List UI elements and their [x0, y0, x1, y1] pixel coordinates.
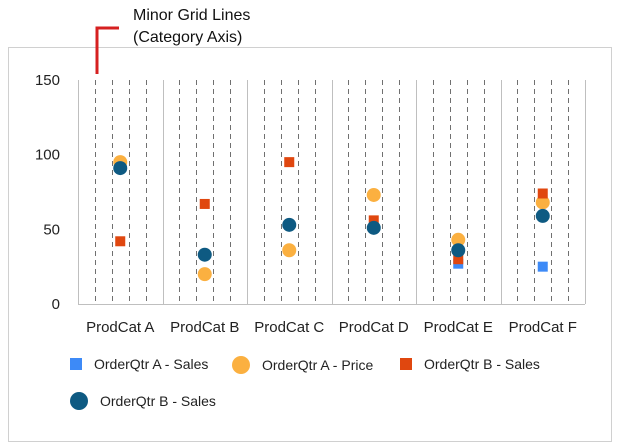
annotation-line-1: Minor Grid Lines — [133, 7, 251, 24]
data-point-series-4 — [535, 208, 550, 223]
legend-item: OrderQtr B - Sales — [70, 392, 216, 410]
data-point-series-4 — [197, 247, 212, 262]
legend-label: OrderQtr A - Sales — [94, 356, 209, 372]
marks-layer — [113, 155, 550, 282]
axis-layer: 0 50 100 150 ProdCat A ProdCat B ProdCat C Prod… — [35, 72, 586, 336]
y-tick-label: 0 — [52, 296, 60, 313]
legend-label: OrderQtr B - Sales — [100, 393, 216, 409]
data-point-series-3 — [199, 198, 210, 209]
annotation-text: Minor Grid Lines (Category Axis) — [133, 5, 250, 49]
data-point-series-4 — [451, 243, 466, 258]
data-point-series-3 — [537, 188, 548, 199]
x-tick-label: ProdCat D — [339, 319, 409, 336]
x-tick-label: ProdCat C — [254, 319, 324, 336]
x-tick-label: ProdCat A — [86, 319, 154, 336]
x-tick-label: ProdCat F — [509, 319, 577, 336]
data-point-series-3 — [368, 215, 379, 226]
data-point-series-2 — [366, 187, 381, 202]
data-point-series-3 — [453, 254, 464, 265]
data-point-series-2 — [451, 232, 466, 247]
data-point-series-4 — [366, 220, 381, 235]
legend-item: OrderQtr B - Sales — [400, 356, 540, 372]
legend-item: OrderQtr A - Sales — [70, 356, 208, 372]
legend-marker — [70, 358, 82, 370]
annotation-bracket — [95, 26, 119, 74]
grid-layer — [95, 80, 569, 304]
legend-item: OrderQtr A - Price — [232, 356, 373, 374]
data-point-series-3 — [115, 236, 126, 247]
data-point-series-2 — [535, 195, 550, 210]
data-point-series-2 — [197, 267, 212, 282]
chart-frame — [8, 47, 612, 442]
legend-label: OrderQtr A - Price — [262, 357, 374, 373]
data-point-series-4 — [282, 217, 297, 232]
legend-marker — [70, 392, 88, 410]
legend-marker — [400, 358, 412, 370]
legend-label: OrderQtr B - Sales — [424, 356, 540, 372]
y-tick-label: 50 — [43, 221, 60, 238]
data-point-series-2 — [282, 243, 297, 258]
legend-marker — [232, 356, 250, 374]
data-point-series-3 — [284, 157, 295, 168]
x-tick-label: ProdCat E — [424, 319, 493, 336]
data-point-series-1 — [537, 261, 548, 272]
x-tick-label: ProdCat B — [170, 319, 239, 336]
y-tick-label: 100 — [35, 147, 60, 164]
data-point-series-4 — [113, 161, 128, 176]
annotation-line-2: (Category Axis) — [133, 29, 243, 46]
y-tick-label: 150 — [35, 72, 60, 89]
